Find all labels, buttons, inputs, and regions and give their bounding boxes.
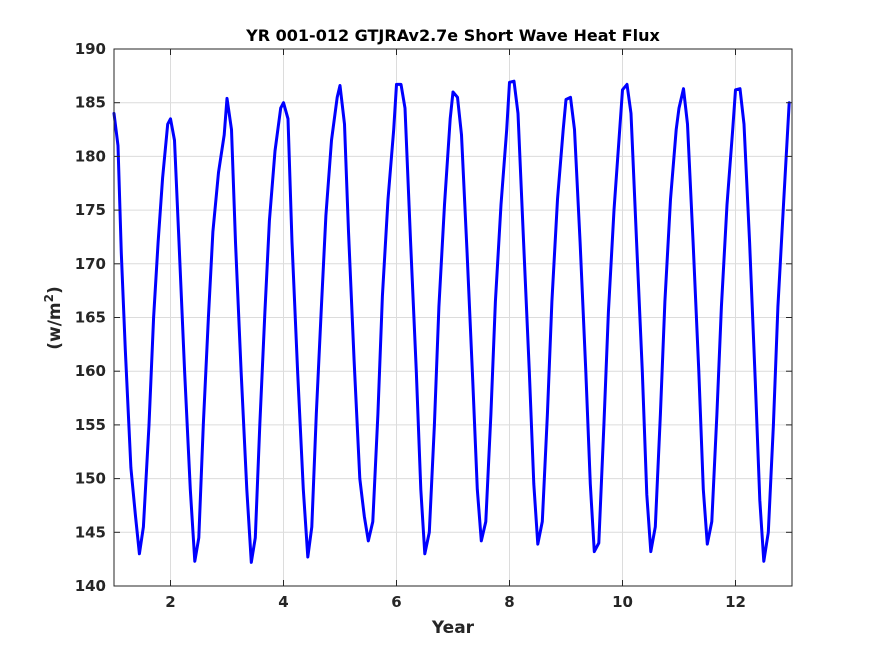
chart-title: YR 001-012 GTJRAv2.7e Short Wave Heat Fl… xyxy=(245,26,660,45)
y-axis-label-superscript: 2 xyxy=(42,294,56,302)
x-axis-label: Year xyxy=(431,618,475,638)
y-tick-label: 170 xyxy=(75,255,106,273)
y-axis-label-end: ) xyxy=(45,286,65,294)
y-tick-label: 190 xyxy=(75,40,106,58)
y-axis-label-main: (w/m xyxy=(45,302,65,349)
x-axis-ticks: 2 4 6 8 10 12 xyxy=(165,49,746,611)
y-tick-label: 155 xyxy=(75,416,106,434)
x-tick-label: 2 xyxy=(165,593,175,611)
y-tick-label: 160 xyxy=(75,362,106,380)
series-line xyxy=(112,79,791,564)
x-tick-label: 10 xyxy=(612,593,633,611)
y-axis-label: (w/m2) xyxy=(42,286,65,350)
x-tick-label: 6 xyxy=(391,593,401,611)
y-axis-ticks: 140 145 150 155 160 165 170 175 180 185 190 xyxy=(75,40,792,595)
y-tick-label: 180 xyxy=(75,147,106,165)
y-tick-label: 165 xyxy=(75,309,106,327)
y-tick-label: 150 xyxy=(75,470,106,488)
y-tick-label: 140 xyxy=(75,577,106,595)
series-layer xyxy=(112,79,791,564)
x-tick-label: 8 xyxy=(504,593,514,611)
y-tick-label: 175 xyxy=(75,201,106,219)
x-tick-label: 12 xyxy=(725,593,746,611)
y-tick-label: 145 xyxy=(75,523,106,541)
y-tick-label: 185 xyxy=(75,94,106,112)
x-tick-label: 4 xyxy=(278,593,288,611)
